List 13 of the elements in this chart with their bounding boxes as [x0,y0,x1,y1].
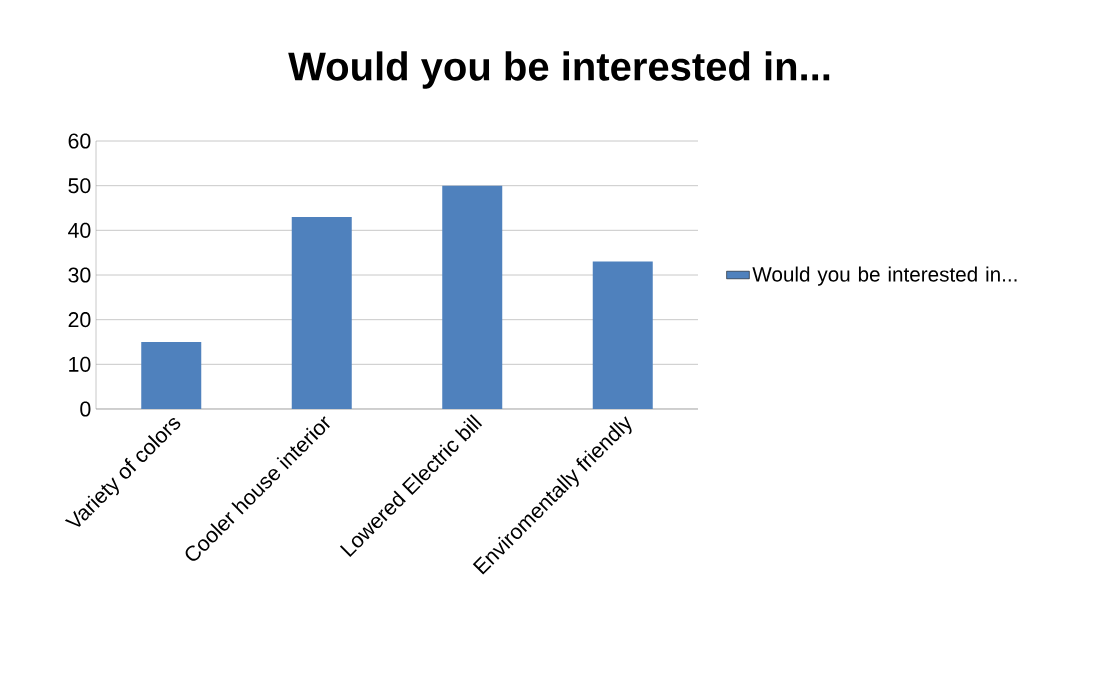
y-tick-label: 60 [68,133,91,149]
y-tick-label: 0 [80,401,91,417]
chart-title: Would you be interested in... [288,51,830,89]
y-tick-label: 10 [69,356,91,372]
bar [442,185,503,409]
y-tick-label: 20 [68,312,91,328]
y-tick-label: 30 [68,267,91,283]
bar [141,342,202,409]
y-tick-label: 50 [68,178,91,194]
bar [291,216,352,409]
legend-label: Would you be interested in... [752,266,1017,286]
y-tick-label: 40 [68,222,91,238]
bar [592,261,653,409]
